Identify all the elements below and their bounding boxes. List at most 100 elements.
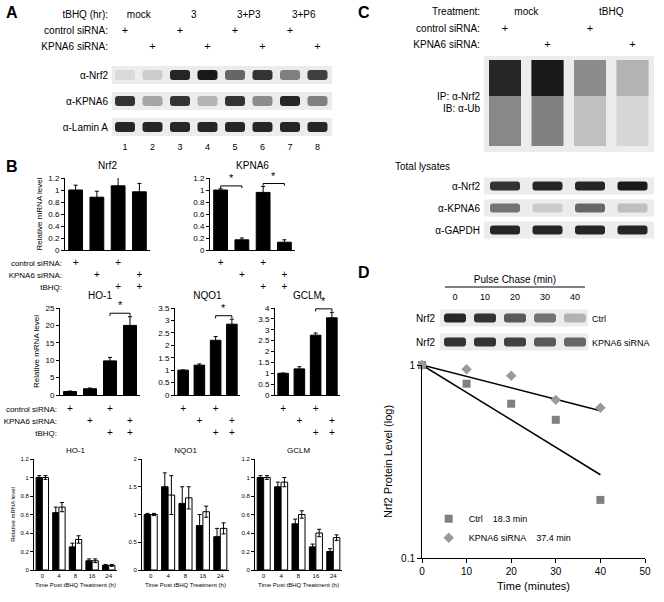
svg-text:16: 16 [89, 573, 96, 579]
svg-text:0: 0 [149, 573, 153, 579]
svg-text:1.2: 1.2 [20, 456, 29, 462]
svg-text:30: 30 [550, 566, 562, 577]
svg-text:+: + [218, 257, 224, 268]
svg-text:0: 0 [165, 391, 170, 400]
svg-text:0.2: 0.2 [20, 549, 29, 555]
svg-text:+: + [260, 257, 266, 268]
svg-text:40: 40 [595, 566, 607, 577]
svg-text:0.1: 0.1 [401, 553, 415, 564]
svg-text:5: 5 [232, 142, 237, 152]
svg-text:1: 1 [165, 366, 170, 375]
svg-text:KPNA6 siRNA:: KPNA6 siRNA: [4, 417, 57, 426]
svg-text:HO-1: HO-1 [88, 290, 112, 301]
svg-text:+: + [127, 427, 133, 438]
svg-text:D: D [358, 264, 370, 281]
svg-text:+: + [314, 40, 320, 52]
svg-text:5: 5 [50, 373, 55, 382]
svg-text:1.2: 1.2 [193, 174, 205, 183]
svg-text:Time Post tBHQ Treatment (h): Time Post tBHQ Treatment (h) [145, 582, 226, 588]
svg-text:0.4: 0.4 [48, 222, 60, 231]
svg-text:24: 24 [105, 573, 112, 579]
svg-text:1: 1 [55, 186, 60, 195]
svg-text:+: + [281, 281, 287, 292]
svg-text:+: + [313, 427, 319, 438]
svg-text:+: + [196, 415, 202, 426]
svg-text:Treatment:: Treatment: [432, 6, 480, 17]
svg-text:+: + [239, 269, 245, 280]
svg-text:0: 0 [265, 391, 270, 400]
svg-text:+: + [115, 281, 121, 292]
svg-text:+: + [149, 40, 155, 52]
svg-text:Ctrl: Ctrl [592, 314, 606, 324]
svg-text:KPNA6: KPNA6 [236, 160, 269, 171]
svg-text:25: 25 [45, 304, 54, 313]
svg-text:+: + [313, 403, 319, 414]
svg-text:tBHQ: tBHQ [599, 6, 624, 17]
svg-text:7: 7 [287, 142, 292, 152]
svg-text:mock: mock [127, 9, 152, 20]
svg-text:4: 4 [279, 573, 283, 579]
svg-text:+: + [281, 269, 287, 280]
svg-text:8: 8 [315, 142, 320, 152]
svg-text:α-Nrf2: α-Nrf2 [80, 70, 108, 81]
svg-text:0: 0 [419, 566, 425, 577]
svg-text:0.5: 0.5 [128, 539, 137, 545]
svg-text:+: + [213, 403, 219, 414]
svg-text:4: 4 [205, 142, 210, 152]
svg-text:2.5: 2.5 [258, 336, 270, 345]
svg-text:1.5: 1.5 [258, 358, 270, 367]
svg-text:tBHQ:: tBHQ: [35, 429, 57, 438]
svg-text:30: 30 [540, 292, 550, 302]
svg-text:+: + [213, 427, 219, 438]
svg-text:+: + [502, 22, 508, 34]
svg-text:24: 24 [217, 573, 224, 579]
svg-text:tBHQ:: tBHQ: [40, 283, 62, 292]
svg-text:0: 0 [200, 246, 205, 255]
svg-text:+: + [629, 38, 635, 50]
svg-text:+: + [287, 24, 293, 36]
svg-text:Nrf2: Nrf2 [416, 313, 435, 324]
svg-text:1: 1 [246, 475, 250, 481]
svg-text:3: 3 [177, 142, 182, 152]
svg-text:Time (minutes): Time (minutes) [497, 580, 570, 592]
svg-text:HO-1: HO-1 [66, 446, 86, 455]
svg-text:2.5: 2.5 [158, 329, 170, 338]
svg-text:0.2: 0.2 [241, 549, 250, 555]
svg-text:+: + [127, 415, 133, 426]
svg-text:Nrf2: Nrf2 [416, 337, 435, 348]
svg-text:KPNA6 siRNA:: KPNA6 siRNA: [9, 271, 62, 280]
svg-text:24: 24 [330, 573, 337, 579]
svg-text:16: 16 [200, 573, 207, 579]
svg-text:0.6: 0.6 [20, 512, 29, 518]
svg-text:1.5: 1.5 [158, 354, 170, 363]
svg-text:4: 4 [166, 573, 170, 579]
svg-text:Relative mRNA level: Relative mRNA level [32, 315, 41, 388]
svg-text:2: 2 [150, 142, 155, 152]
svg-text:*: * [118, 299, 123, 311]
svg-text:0.5: 0.5 [158, 378, 170, 387]
svg-text:+: + [180, 403, 186, 414]
svg-text:KPNA6 siRNA 37.4 min: KPNA6 siRNA 37.4 min [469, 533, 571, 543]
svg-text:3.5: 3.5 [258, 315, 270, 324]
svg-text:0: 0 [41, 573, 45, 579]
svg-text:1: 1 [409, 360, 415, 371]
svg-text:+: + [229, 415, 235, 426]
svg-text:0.2: 0.2 [48, 234, 60, 243]
svg-text:Total lysates: Total lysates [395, 161, 450, 172]
svg-text:2: 2 [265, 347, 270, 356]
svg-text:0.4: 0.4 [20, 530, 29, 536]
svg-text:40: 40 [570, 292, 580, 302]
svg-text:α-Nrf2: α-Nrf2 [452, 181, 480, 192]
svg-text:Time Post tBHQ Treatment (h): Time Post tBHQ Treatment (h) [35, 582, 116, 588]
svg-text:α-Lamin A: α-Lamin A [63, 122, 109, 133]
svg-text:KPNA6 siRNA: KPNA6 siRNA [592, 338, 650, 348]
svg-text:+: + [107, 403, 113, 414]
svg-text:0.2: 0.2 [193, 234, 205, 243]
svg-text:+: + [296, 415, 302, 426]
svg-text:control siRNA:: control siRNA: [6, 405, 57, 414]
svg-text:10: 10 [480, 292, 490, 302]
svg-text:+: + [280, 403, 286, 414]
svg-text:3: 3 [165, 316, 170, 325]
svg-text:+: + [67, 403, 73, 414]
svg-text:6: 6 [260, 142, 265, 152]
